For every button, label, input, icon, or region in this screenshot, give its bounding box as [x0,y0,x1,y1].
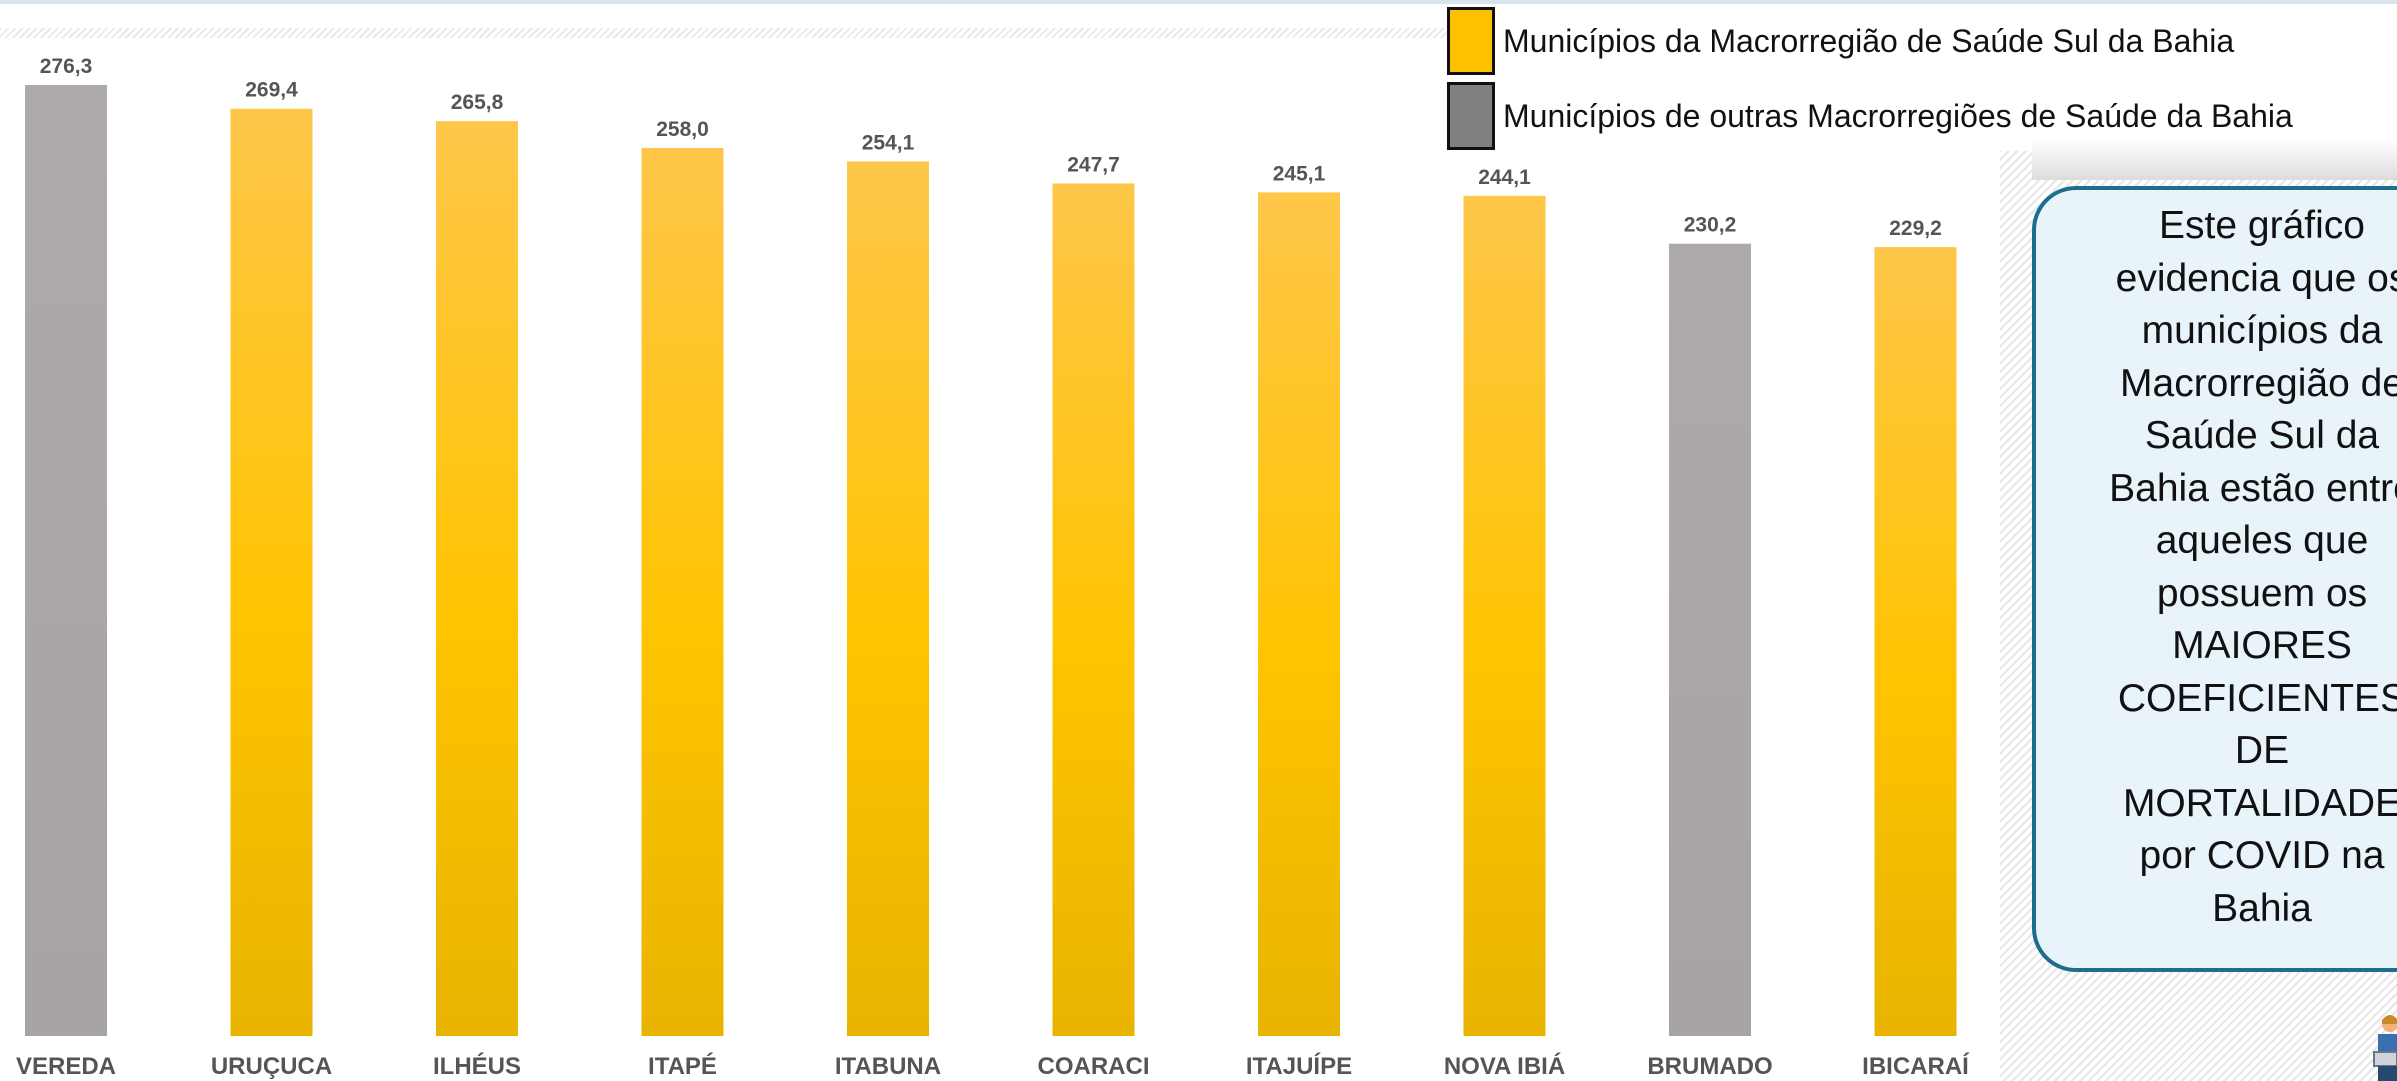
bar-value-label-0: 276,3 [40,55,93,78]
category-label-9: IBICARAÍ [1862,1052,1970,1080]
category-label-7: NOVA IBIÁ [1444,1052,1565,1080]
bar-0 [25,85,107,1036]
category-label-8: BRUMADO [1647,1053,1772,1080]
legend-swatch-outras [1447,82,1495,150]
bar-value-label-3: 258,0 [656,118,709,141]
bar-6 [1258,192,1340,1036]
legend-swatch-sul [1447,7,1495,75]
bar-value-label-1: 269,4 [245,79,298,102]
bar-4 [847,161,929,1037]
bar-value-label-9: 229,2 [1889,217,1942,240]
bar-value-label-8: 230,2 [1684,214,1737,237]
bar-9 [1874,247,1957,1036]
bar-3 [641,147,724,1037]
legend-label-outras: Municípios de outras Macrorregiões de Sa… [1503,97,2293,134]
category-label-3: ITAPÉ [648,1052,717,1080]
category-label-5: COARACI [1038,1053,1150,1080]
category-label-0: VEREDA [16,1053,116,1080]
category-label-2: ILHÉUS [433,1052,521,1080]
category-label-1: URUÇUCA [211,1053,332,1080]
callout-shadow [2032,140,2397,180]
bar-2 [436,121,518,1036]
bar-value-label-7: 244,1 [1478,166,1531,189]
category-label-4: ITABUNA [835,1053,941,1080]
category-label-6: ITAJUÍPE [1246,1052,1352,1080]
bar-value-label-5: 247,7 [1067,153,1120,176]
bar-value-label-6: 245,1 [1273,162,1326,185]
person-with-laptop-icon [2373,1015,2397,1081]
legend-item-sul: Municípios da Macrorregião de Saúde Sul … [1447,6,2234,76]
bar-8 [1669,243,1751,1036]
top-border [0,0,2397,4]
bar-value-label-2: 265,8 [451,91,504,114]
header-hatch [0,28,2397,38]
bar-value-label-4: 254,1 [862,131,915,154]
bar-chart: 276,3 VEREDA 269,4 URUÇUCA 265,8 ILHÉUS 258,0 I… [16,55,1970,1080]
bar-1 [230,108,313,1036]
legend: Municípios da Macrorregião de Saúde Sul … [1447,6,2397,151]
bar-5 [1052,183,1135,1036]
callout-text: Este gráfico evidencia que os municípios… [2109,204,2397,930]
callout-box [2032,186,2397,972]
legend-item-outras: Municípios de outras Macrorregiões de Sa… [1447,81,2293,151]
legend-label-sul: Municípios da Macrorregião de Saúde Sul … [1503,22,2235,59]
bar-7 [1463,195,1546,1036]
